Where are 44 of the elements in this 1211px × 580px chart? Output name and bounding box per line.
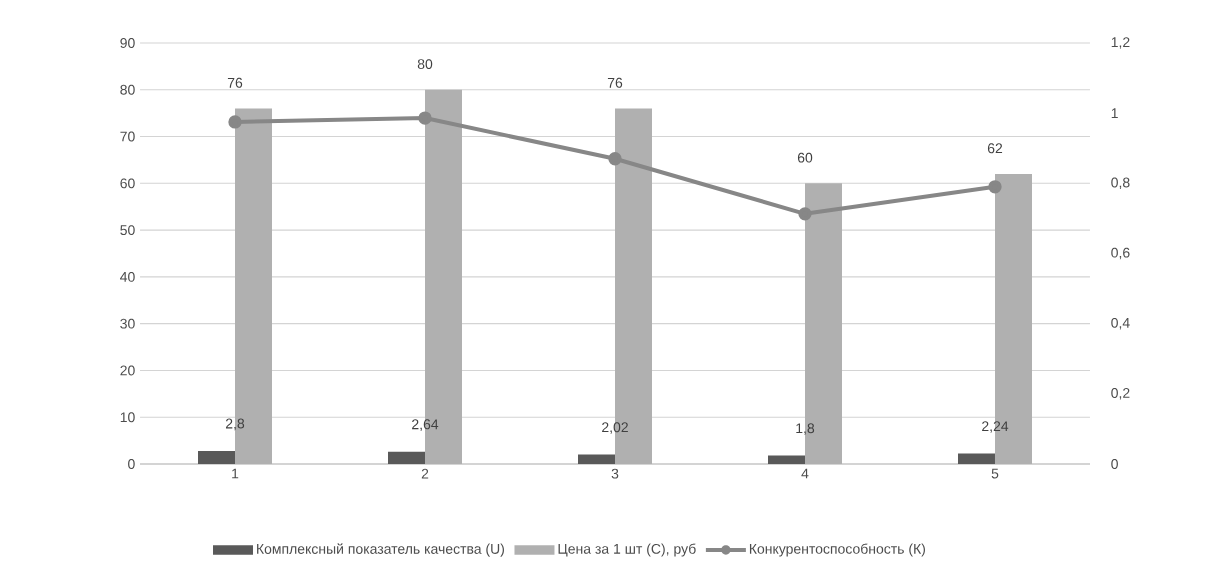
bar bbox=[958, 453, 995, 464]
x-tick-label: 4 bbox=[801, 468, 809, 479]
y-tick-label: 30 bbox=[120, 318, 135, 329]
data-label: 62 bbox=[987, 143, 1003, 154]
legend-label: Цена за 1 шт (С), руб bbox=[558, 543, 696, 557]
y2-tick-label: 0,8 bbox=[1111, 177, 1130, 190]
bar bbox=[768, 455, 805, 464]
y2-tick-label: 0,6 bbox=[1111, 247, 1130, 260]
y2-tick-label: 1,2 bbox=[1111, 37, 1130, 49]
bar bbox=[388, 451, 426, 464]
y-tick-label: 0 bbox=[128, 459, 135, 469]
y2-tick-label: 1 bbox=[1111, 108, 1118, 118]
point bbox=[418, 111, 432, 125]
y-tick-label: 40 bbox=[120, 271, 135, 282]
legend-label: Конкурентоспособность (К) bbox=[749, 543, 925, 557]
data-label: 80 bbox=[417, 59, 433, 70]
y-tick-label: 50 bbox=[120, 225, 135, 236]
data-label: 2,8 bbox=[225, 418, 245, 431]
point bbox=[228, 115, 242, 129]
y-tick-label: 70 bbox=[120, 131, 135, 142]
y2-tick-label: 0 bbox=[1111, 459, 1118, 469]
y-tick-label: 80 bbox=[120, 84, 135, 95]
y-tick-label: 90 bbox=[120, 38, 135, 48]
point bbox=[608, 152, 622, 166]
bar bbox=[198, 450, 236, 464]
data-label: 2,24 bbox=[982, 421, 1009, 433]
legend-label: Комплексный показатель качества (U) bbox=[257, 543, 504, 557]
x-tick-label: 5 bbox=[991, 468, 999, 479]
y2-tick-label: 0,4 bbox=[1111, 317, 1130, 330]
bar bbox=[578, 454, 615, 464]
y-tick-label: 10 bbox=[120, 412, 135, 423]
y-tick-label: 20 bbox=[120, 365, 135, 376]
data-label: 76 bbox=[227, 77, 243, 88]
x-tick-label: 2 bbox=[421, 468, 429, 479]
point bbox=[798, 207, 812, 221]
point bbox=[988, 180, 1002, 194]
y2-tick-label: 0,2 bbox=[1111, 388, 1130, 400]
data-label: 60 bbox=[797, 152, 813, 163]
x-tick-label: 1 bbox=[232, 468, 239, 479]
y-tick-label: 60 bbox=[120, 178, 135, 189]
data-label: 1,8 bbox=[796, 423, 815, 435]
data-label: 76 bbox=[607, 77, 623, 88]
x-tick-label: 3 bbox=[611, 468, 619, 479]
data-label: 2,02 bbox=[602, 422, 628, 434]
